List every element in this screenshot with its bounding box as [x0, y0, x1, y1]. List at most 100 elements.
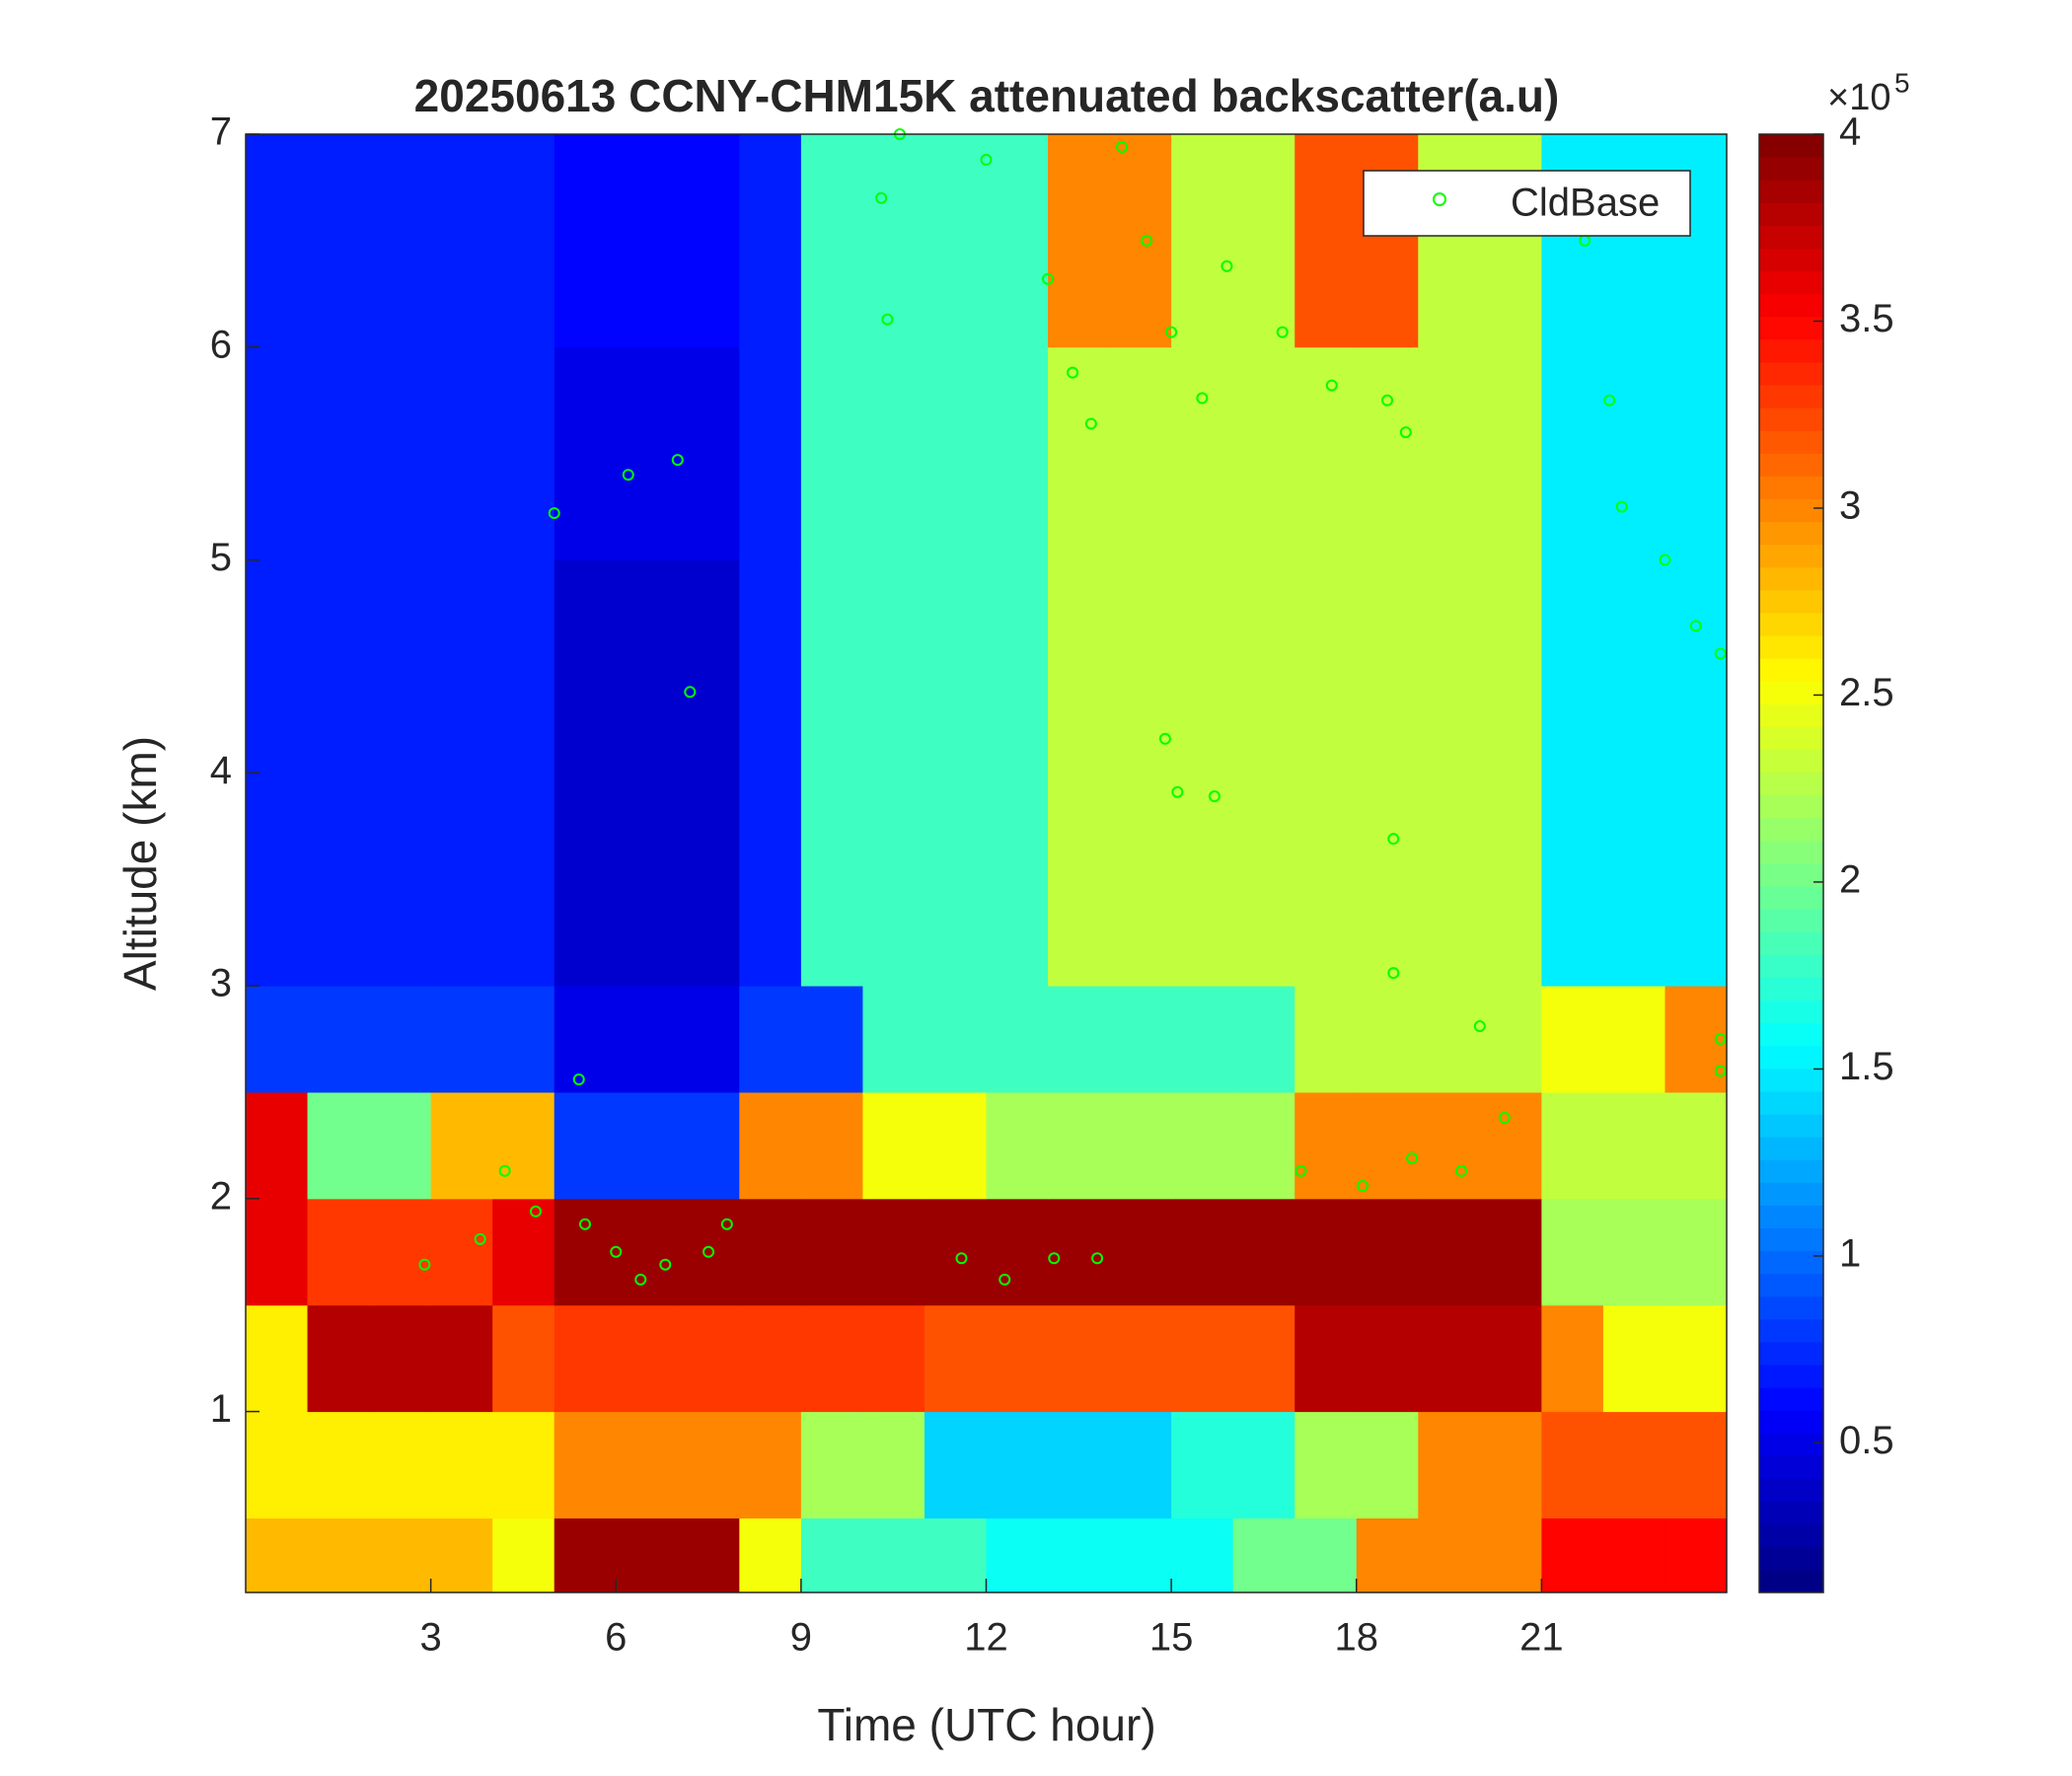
colorbar-swatch [1759, 134, 1823, 158]
heatmap-cell [307, 1517, 370, 1593]
colorbar-swatch [1759, 1250, 1823, 1275]
heatmap-cell [1171, 1091, 1234, 1200]
heatmap [246, 134, 1728, 1593]
heatmap-cell [1171, 559, 1234, 774]
heatmap-cell [1171, 1198, 1234, 1306]
heatmap-cell [1418, 134, 1481, 348]
heatmap-cell [1048, 559, 1111, 774]
heatmap-cell [677, 346, 740, 561]
heatmap-cell [246, 1411, 309, 1518]
heatmap-cell [1541, 1411, 1604, 1518]
heatmap-cell [369, 346, 432, 561]
colorbar-swatch [1759, 840, 1823, 864]
heatmap-cell [1295, 346, 1358, 561]
colorbar-tick-label: 3.5 [1839, 297, 1894, 340]
cloud-base-point [1221, 259, 1233, 272]
heatmap-cell [1541, 773, 1604, 987]
cloud-base-point [1067, 366, 1079, 379]
heatmap-cell [246, 346, 309, 561]
heatmap-cell [1232, 134, 1295, 348]
cloud-base-point [1689, 620, 1702, 632]
colorbar-tick-label: 2.5 [1839, 671, 1894, 714]
heatmap-cell [862, 1198, 925, 1306]
colorbar-swatch [1759, 566, 1823, 591]
colorbar-swatch [1759, 635, 1823, 659]
heatmap-cell [1665, 986, 1728, 1093]
heatmap-cell [1232, 1517, 1295, 1593]
heatmap-cell [1109, 986, 1172, 1093]
heatmap-cell [1602, 346, 1665, 561]
cloud-base-point [1387, 833, 1400, 846]
legend-label: CldBase [1511, 182, 1660, 225]
cloud-base-point [1381, 394, 1394, 407]
heatmap-cell [1356, 1198, 1419, 1306]
colorbar-swatch [1759, 1546, 1823, 1571]
colorbar-swatch [1759, 1182, 1823, 1206]
cloud-base-point [1714, 1033, 1727, 1046]
heatmap-cell [1171, 773, 1234, 987]
heatmap-cell [1479, 346, 1542, 561]
heatmap-cell [307, 134, 370, 348]
cloud-base-point [1048, 1252, 1061, 1265]
heatmap-cell [739, 346, 802, 561]
colorbar-swatch [1759, 1523, 1823, 1548]
colorbar-tick-label: 0.5 [1839, 1419, 1894, 1462]
heatmap-cell [1048, 134, 1111, 348]
heatmap-cell [1418, 773, 1481, 987]
heatmap-cell [616, 559, 679, 774]
heatmap-cell [554, 1411, 617, 1518]
heatmap-cell [1356, 346, 1419, 561]
colorbar-scale-exponent: 5 [1894, 67, 1910, 98]
colorbar-swatch [1759, 338, 1823, 363]
colorbar-swatch [1759, 749, 1823, 774]
heatmap-cell [862, 1411, 925, 1518]
heatmap-cell [554, 1304, 617, 1413]
x-tick-label: 6 [605, 1616, 627, 1660]
heatmap-cell [800, 134, 863, 348]
cloud-base-point [1615, 500, 1628, 513]
cloud-base-point [1084, 417, 1097, 430]
colorbar-swatch [1759, 1318, 1823, 1343]
cloud-base-point [1276, 326, 1289, 338]
y-tick-label: 6 [210, 323, 232, 366]
heatmap-cell [616, 1411, 679, 1518]
cloud-base-point [474, 1232, 486, 1245]
colorbar-swatch [1759, 817, 1823, 842]
colorbar-swatch [1759, 1341, 1823, 1366]
heatmap-cell [616, 134, 679, 348]
chart-title: 20250613 CCNY-CHM15K attenuated backscat… [414, 70, 1560, 121]
cloud-base-point [1325, 379, 1338, 392]
heatmap-cell [1602, 1091, 1665, 1200]
heatmap-cell [246, 1198, 309, 1306]
heatmap-cell [1602, 1517, 1665, 1593]
heatmap-cell [986, 1304, 1049, 1413]
colorbar-tick-label: 2 [1839, 858, 1861, 902]
cloud-base-point [578, 1218, 591, 1230]
cloud-base-point [1116, 140, 1129, 153]
x-axis-label: Time (UTC hour) [817, 1699, 1155, 1750]
heatmap-cell [1665, 1304, 1728, 1413]
heatmap-cell [800, 773, 863, 987]
cloud-base-point [610, 1245, 623, 1258]
heatmap-cell [800, 986, 863, 1093]
cloud-base-point [684, 686, 697, 699]
heatmap-cell [1232, 346, 1295, 561]
heatmap-cell [1479, 1517, 1542, 1593]
heatmap-cell [616, 1198, 679, 1306]
heatmap-cell [677, 1517, 740, 1593]
heatmap-cell [430, 346, 493, 561]
heatmap-cell [1048, 986, 1111, 1093]
heatmap-cell [616, 773, 679, 987]
heatmap-cell [430, 773, 493, 987]
colorbar-swatch [1759, 248, 1823, 272]
heatmap-cell [1541, 1517, 1604, 1593]
heatmap-cell [430, 1304, 493, 1413]
colorbar-tick-label: 3 [1839, 484, 1861, 528]
cloud-base-point [529, 1205, 542, 1218]
heatmap-cell [616, 346, 679, 561]
heatmap-cell [369, 1411, 432, 1518]
heatmap-cell [1418, 559, 1481, 774]
heatmap-cell [616, 986, 679, 1093]
heatmap-cell [1665, 1517, 1728, 1593]
